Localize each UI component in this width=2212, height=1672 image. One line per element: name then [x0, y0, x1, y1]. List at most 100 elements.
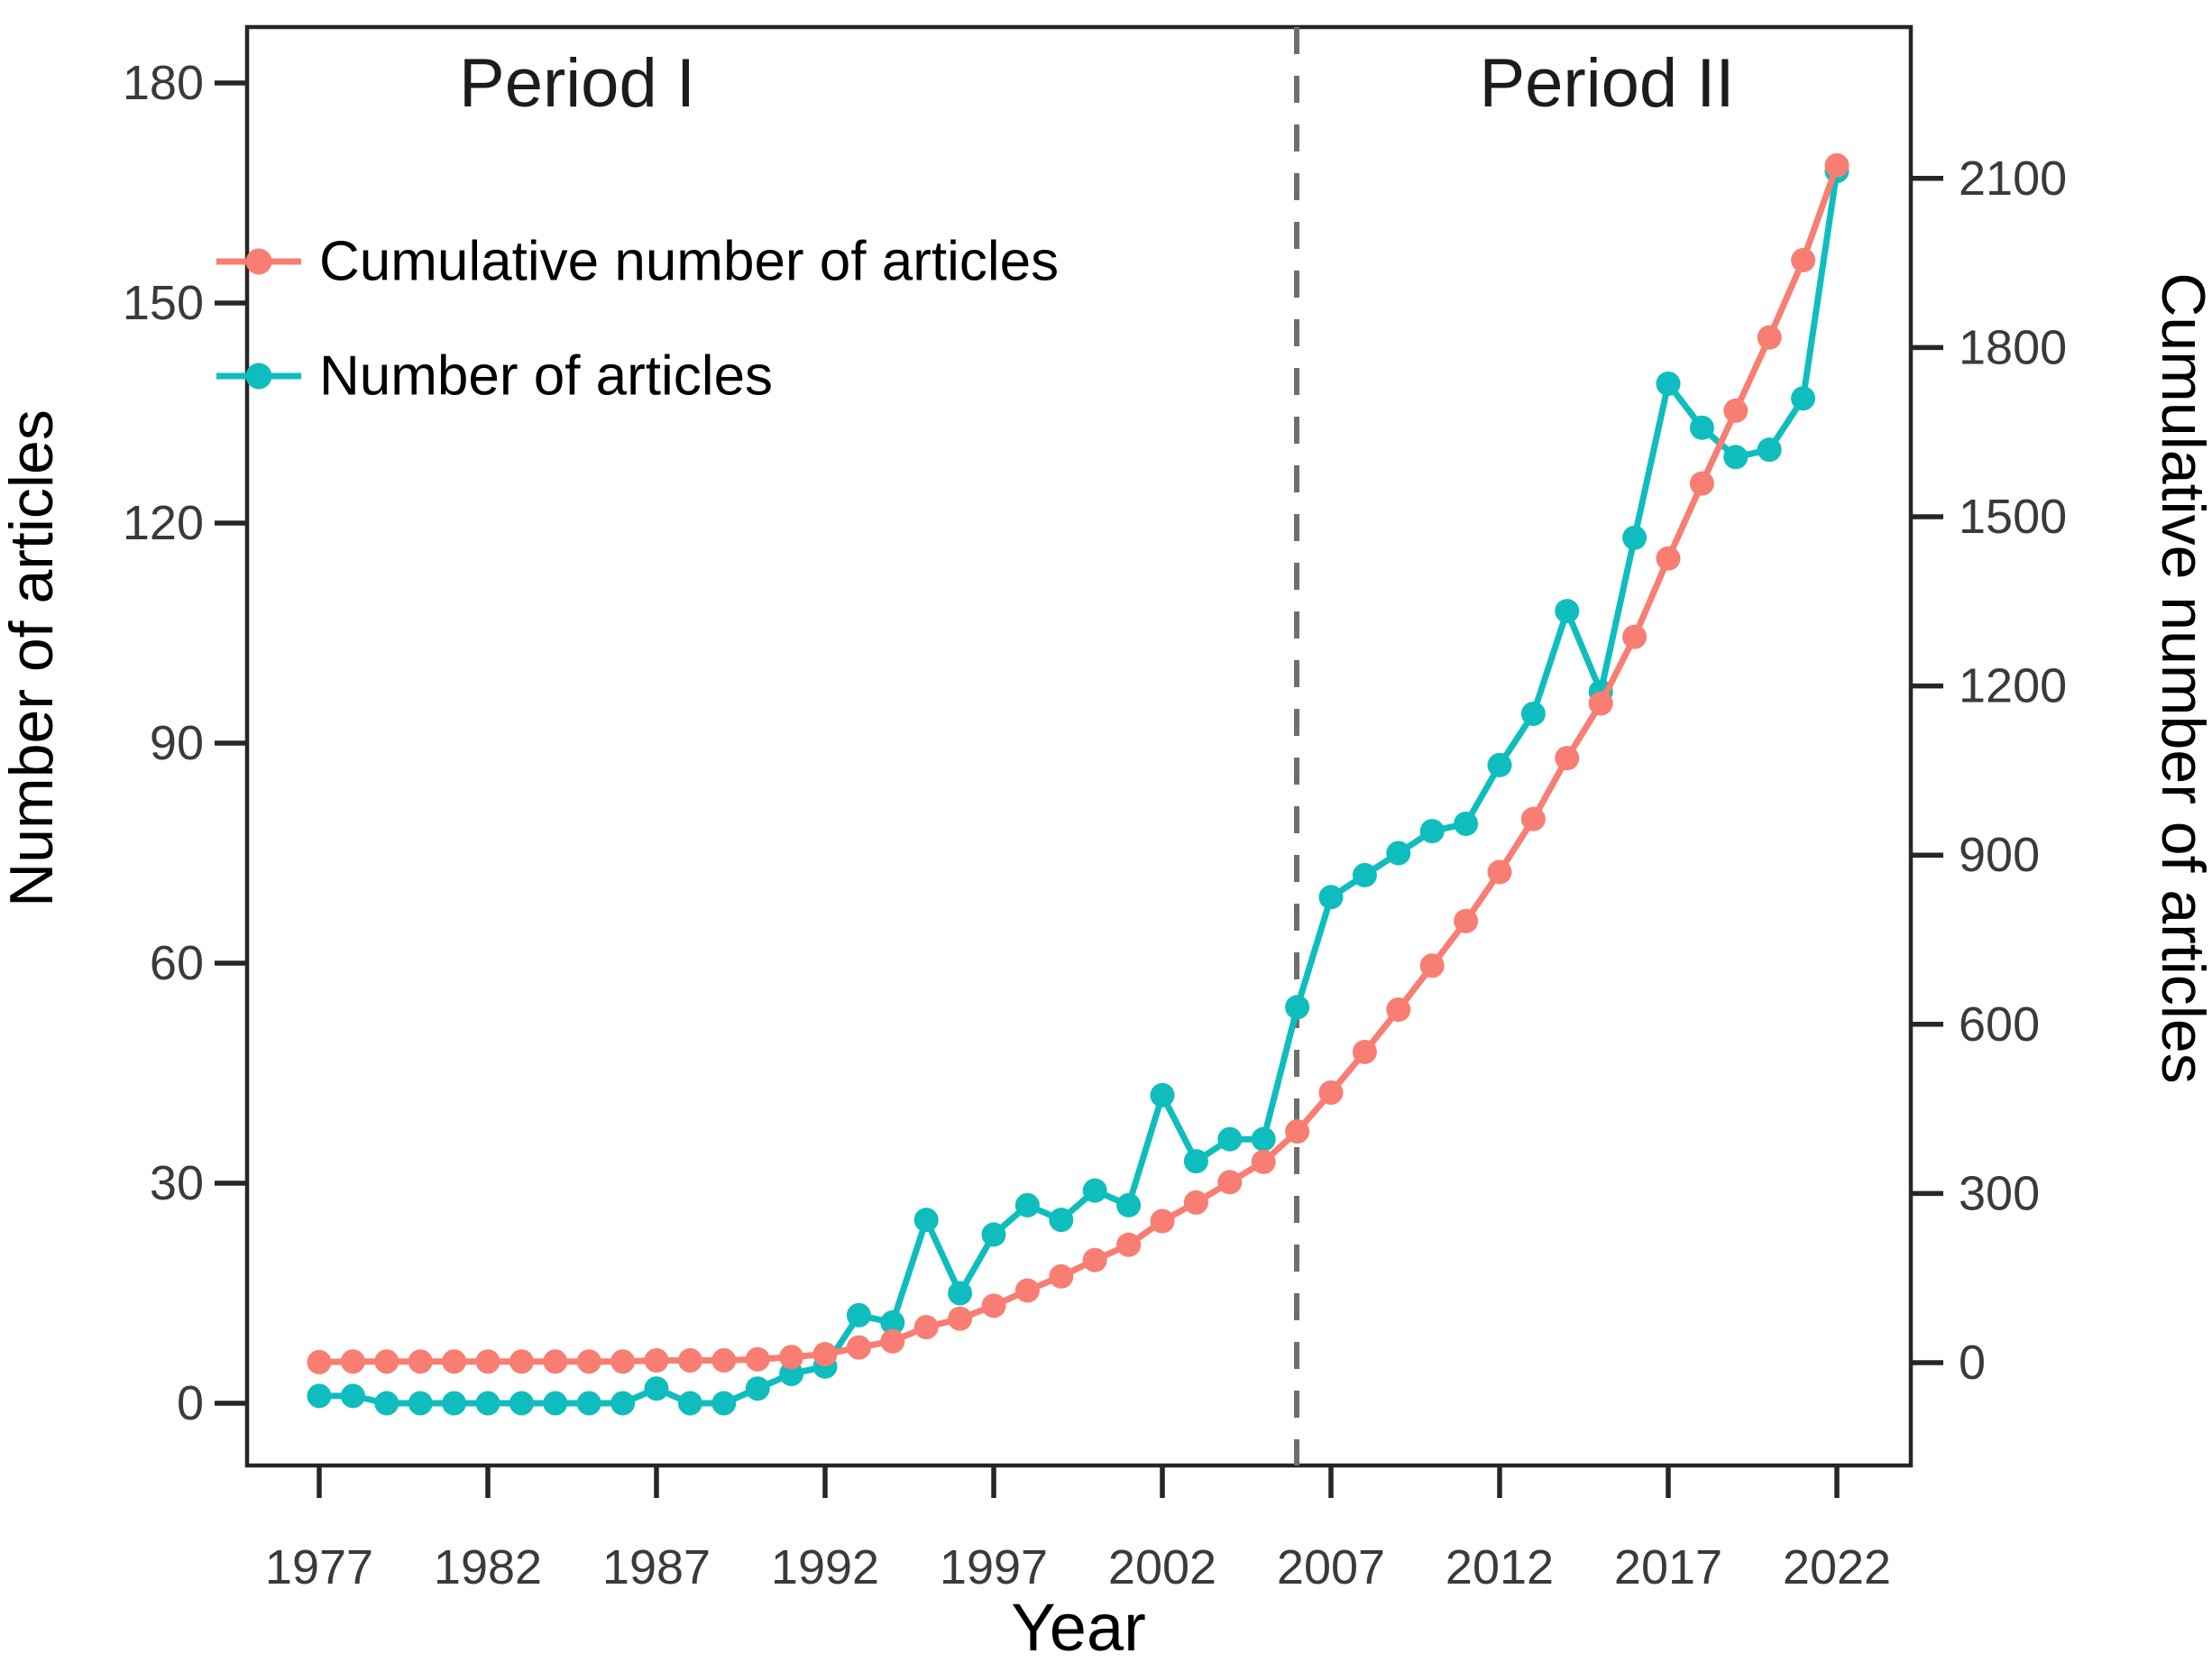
cumulative-point [1520, 806, 1546, 831]
cumulative-point [1318, 1079, 1344, 1105]
cumulative-point [1014, 1278, 1040, 1303]
annual-point [1386, 841, 1411, 866]
cumulative-point [408, 1349, 433, 1374]
cumulative-point [307, 1349, 332, 1374]
y-right-tick-label: 600 [1959, 997, 2040, 1052]
x-tick-label: 2022 [1783, 1540, 1891, 1594]
cumulative-point [1757, 325, 1782, 350]
x-axis-ticks: 1977 1982 1987 1992 1997 2002 2007 2012 2017 2022 [265, 1465, 1891, 1594]
annual-point [475, 1391, 500, 1416]
cumulative-point [442, 1349, 467, 1374]
y-right-tick-label: 1500 [1959, 490, 2067, 544]
cumulative-line [316, 161, 1840, 1365]
annual-point [576, 1391, 601, 1416]
plot-frame [244, 24, 1914, 1468]
annual-point [1318, 885, 1344, 910]
legend: Cumulative number of articles Number of … [216, 231, 1059, 408]
y-left-tick-label: 150 [123, 276, 204, 330]
annual-point [374, 1391, 399, 1416]
annual-point [1656, 371, 1681, 396]
annual-point [1150, 1082, 1175, 1107]
x-tick-label: 1997 [940, 1540, 1048, 1594]
annual-point [1689, 415, 1714, 440]
cumulative-point [1217, 1170, 1243, 1195]
x-tick-label: 1977 [265, 1540, 373, 1594]
x-tick-label: 1987 [602, 1540, 711, 1594]
y-left-tick-label: 120 [123, 496, 204, 550]
annual-point [442, 1391, 467, 1416]
y-axis-right-title: Cumulative number of articles [2149, 272, 2212, 1083]
cumulative-point [644, 1347, 669, 1373]
x-tick-label: 1992 [771, 1540, 879, 1594]
y-right-tick-label: 1800 [1959, 320, 2067, 374]
cumulative-point [677, 1347, 702, 1373]
cumulative-point [1791, 247, 1816, 272]
y-right-tick-label: 900 [1959, 828, 2040, 882]
cumulative-point [1183, 1190, 1208, 1215]
period-1-label: Period I [459, 45, 695, 122]
annual-point [981, 1222, 1006, 1247]
annual-point [1757, 437, 1782, 463]
annual-point [1419, 819, 1445, 844]
annual-point [1183, 1149, 1208, 1174]
y-axis-left-title: Number of articles [0, 409, 66, 907]
cumulative-point [880, 1328, 905, 1354]
x-tick-label: 2017 [1614, 1540, 1722, 1594]
cumulative-point [1251, 1149, 1276, 1174]
annual-point [1285, 995, 1310, 1020]
y-left-tick-label: 90 [150, 716, 204, 770]
x-axis-title: Year [1011, 1590, 1146, 1665]
cumulative-point [846, 1335, 871, 1360]
cumulative-point [779, 1345, 804, 1370]
series-annual [307, 159, 1849, 1416]
annual-point [1251, 1126, 1276, 1152]
cumulative-point [1285, 1119, 1310, 1144]
cumulative-point [1689, 471, 1714, 496]
legend-cumulative-label: Cumulative number of articles [319, 231, 1059, 293]
cumulative-point [340, 1349, 365, 1374]
legend-item-cumulative: Cumulative number of articles [216, 231, 1059, 293]
annual-point [1352, 862, 1377, 887]
cumulative-point [981, 1293, 1006, 1318]
y-left-tick-label: 60 [150, 936, 204, 990]
annual-point [543, 1391, 568, 1416]
annual-point [1217, 1126, 1243, 1152]
annual-point [1454, 811, 1479, 836]
legend-cumulative-marker-icon [245, 248, 272, 275]
cumulative-point [1082, 1247, 1107, 1272]
annual-point [1723, 445, 1748, 470]
legend-annual-label: Number of articles [319, 345, 773, 408]
annual-point [779, 1361, 804, 1386]
annual-point [880, 1310, 905, 1336]
annual-point [948, 1281, 973, 1306]
annual-point [1116, 1192, 1142, 1217]
annual-point [1014, 1192, 1040, 1217]
cumulative-point [374, 1349, 399, 1374]
cumulative-point [1588, 691, 1613, 716]
cumulative-point [948, 1306, 973, 1331]
cumulative-point [1049, 1263, 1074, 1289]
annual-point [677, 1391, 702, 1416]
cumulative-point [1352, 1039, 1377, 1064]
cumulative-point [1656, 546, 1681, 571]
annual-point [846, 1302, 871, 1327]
cumulative-point [543, 1349, 568, 1374]
y-right-tick-label: 0 [1959, 1336, 1986, 1390]
y-left-tick-label: 30 [150, 1156, 204, 1210]
annual-point [711, 1391, 737, 1416]
annual-point [1049, 1208, 1074, 1233]
cumulative-point [610, 1349, 636, 1374]
cumulative-point [1454, 908, 1479, 933]
annual-point [1622, 525, 1648, 550]
annual-point [1791, 386, 1816, 411]
x-tick-label: 2012 [1446, 1540, 1554, 1594]
cumulative-point [509, 1349, 534, 1374]
cumulative-point [1116, 1232, 1142, 1257]
annual-point [745, 1376, 770, 1401]
legend-item-annual: Number of articles [216, 345, 773, 408]
cumulative-point [1487, 859, 1512, 885]
y-left-tick-label: 180 [123, 56, 204, 110]
y-axis-left-ticks: 0 30 60 90 120 150 180 [123, 56, 247, 1430]
x-tick-label: 2007 [1277, 1540, 1385, 1594]
